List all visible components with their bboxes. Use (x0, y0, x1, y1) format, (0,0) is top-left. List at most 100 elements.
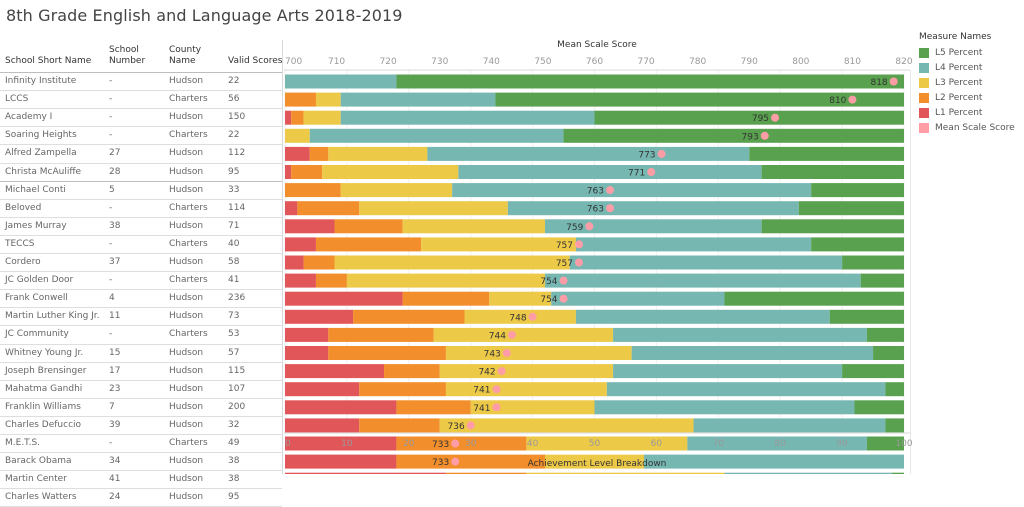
mean-score-marker[interactable] (451, 457, 460, 466)
bar-segment-l3-percent[interactable] (303, 110, 341, 125)
bar-segment-l4-percent[interactable] (613, 364, 843, 379)
table-row[interactable] (285, 165, 904, 179)
mean-score-marker[interactable] (492, 385, 501, 394)
bar-segment-l4-percent[interactable] (452, 183, 812, 198)
bar-segment-l1-percent[interactable] (285, 273, 316, 288)
legend-item[interactable]: L4 Percent (919, 60, 1015, 75)
bar-segment-l2-percent[interactable] (396, 400, 471, 415)
bar-segment-l4-percent[interactable] (544, 273, 861, 288)
bar-segment-l1-percent[interactable] (285, 219, 335, 234)
bar-segment-l5-percent[interactable] (798, 201, 904, 216)
bar-segment-l1-percent[interactable] (285, 201, 298, 216)
table-row[interactable] (285, 291, 904, 306)
bar-segment-l2-percent[interactable] (291, 165, 323, 179)
bar-segment-l2-percent[interactable] (328, 346, 446, 360)
bar-segment-l2-percent[interactable] (315, 273, 347, 288)
table-row[interactable] (285, 309, 904, 324)
mean-score-marker[interactable] (605, 186, 614, 195)
mean-score-marker[interactable] (559, 294, 568, 303)
table-row[interactable] (285, 183, 904, 198)
mean-score-marker[interactable] (575, 258, 584, 267)
bar-segment-l1-percent[interactable] (285, 309, 354, 324)
bar-segment-l4-percent[interactable] (594, 400, 855, 415)
bar-segment-l1-percent[interactable] (285, 110, 292, 125)
bar-segment-l4-percent[interactable] (569, 255, 843, 270)
legend-item[interactable]: L1 Percent (919, 105, 1015, 120)
bar-segment-l4-percent[interactable] (427, 146, 750, 161)
bar-segment-l3-percent[interactable] (464, 309, 576, 324)
bar-segment-l3-percent[interactable] (421, 237, 576, 252)
bar-segment-l4-percent[interactable] (309, 128, 564, 143)
bar-segment-l1-percent[interactable] (285, 165, 292, 179)
bar-segment-l5-percent[interactable] (891, 472, 904, 474)
bar-segment-l5-percent[interactable] (842, 255, 904, 270)
mean-score-marker[interactable] (647, 168, 656, 176)
bar-segment-l2-percent[interactable] (445, 472, 527, 474)
mean-score-marker[interactable] (848, 95, 857, 104)
table-row[interactable] (285, 255, 904, 270)
bar-segment-l4-percent[interactable] (687, 436, 867, 451)
bar-segment-l4-percent[interactable] (724, 472, 892, 474)
bar-segment-l4-percent[interactable] (458, 165, 762, 179)
mean-score-marker[interactable] (559, 276, 568, 285)
bar-segment-l4-percent[interactable] (693, 418, 886, 433)
bar-segment-l1-percent[interactable] (285, 454, 397, 469)
table-row[interactable] (285, 400, 904, 415)
mean-score-marker[interactable] (451, 439, 460, 448)
bar-segment-l1-percent[interactable] (285, 237, 316, 252)
bar-segment-l3-percent[interactable] (402, 219, 545, 234)
bar-segment-l4-percent[interactable] (644, 454, 904, 469)
bar-segment-l4-percent[interactable] (606, 382, 886, 397)
bar-segment-l2-percent[interactable] (303, 255, 335, 270)
bar-segment-l4-percent[interactable] (544, 219, 762, 234)
bar-segment-l4-percent[interactable] (340, 110, 595, 125)
bar-segment-l2-percent[interactable] (353, 309, 465, 324)
bar-segment-l3-percent[interactable] (470, 400, 595, 415)
bar-segment-l4-percent[interactable] (575, 237, 812, 252)
table-row[interactable] (285, 128, 904, 143)
table-row[interactable] (285, 146, 904, 161)
bar-segment-l2-percent[interactable] (359, 382, 446, 397)
bar-segment-l5-percent[interactable] (866, 436, 904, 451)
bar-segment-l5-percent[interactable] (860, 273, 904, 288)
mean-score-marker[interactable] (497, 367, 506, 376)
bar-segment-l3-percent[interactable] (346, 273, 545, 288)
table-row[interactable] (285, 237, 904, 252)
mean-score-marker[interactable] (605, 204, 614, 213)
bar-segment-l2-percent[interactable] (315, 237, 422, 252)
mean-score-marker[interactable] (760, 131, 769, 140)
bar-segment-l2-percent[interactable] (285, 183, 341, 198)
bar-segment-l3-percent[interactable] (439, 364, 614, 379)
bar-segment-l4-percent[interactable] (575, 309, 830, 324)
bar-segment-l5-percent[interactable] (495, 92, 904, 107)
bar-segment-l3-percent[interactable] (340, 183, 453, 198)
mean-score-marker[interactable] (528, 312, 537, 321)
table-row[interactable] (285, 454, 904, 469)
bar-segment-l5-percent[interactable] (724, 291, 904, 306)
bar-segment-l3-percent[interactable] (285, 128, 310, 143)
bar-segment-l5-percent[interactable] (749, 146, 904, 161)
table-row[interactable] (285, 418, 904, 433)
bar-segment-l2-percent[interactable] (297, 201, 360, 216)
header-school-number[interactable]: School Number (109, 45, 145, 67)
bar-segment-l1-percent[interactable] (285, 291, 403, 306)
bar-segment-l5-percent[interactable] (761, 219, 904, 234)
table-row[interactable] (285, 327, 904, 342)
mean-score-marker[interactable] (771, 113, 780, 122)
bar-segment-l1-percent[interactable] (285, 382, 360, 397)
table-row[interactable] (285, 436, 904, 451)
table-row[interactable] (285, 74, 904, 89)
bar-segment-l1-percent[interactable] (285, 400, 397, 415)
bar-segment-l2-percent[interactable] (291, 110, 304, 125)
bar-segment-l4-percent[interactable] (631, 346, 874, 360)
legend-item[interactable]: L3 Percent (919, 75, 1015, 90)
bar-segment-l1-percent[interactable] (285, 346, 329, 360)
bar-segment-l4-percent[interactable] (613, 327, 867, 342)
bar-segment-l4-percent[interactable] (340, 92, 496, 107)
legend-item[interactable]: L2 Percent (919, 90, 1015, 105)
bar-segment-l3-percent[interactable] (359, 201, 508, 216)
bar-segment-l2-percent[interactable] (359, 418, 440, 433)
bar-segment-l3-percent[interactable] (445, 346, 632, 360)
bar-segment-l2-percent[interactable] (328, 327, 434, 342)
bar-segment-l5-percent[interactable] (396, 74, 904, 89)
